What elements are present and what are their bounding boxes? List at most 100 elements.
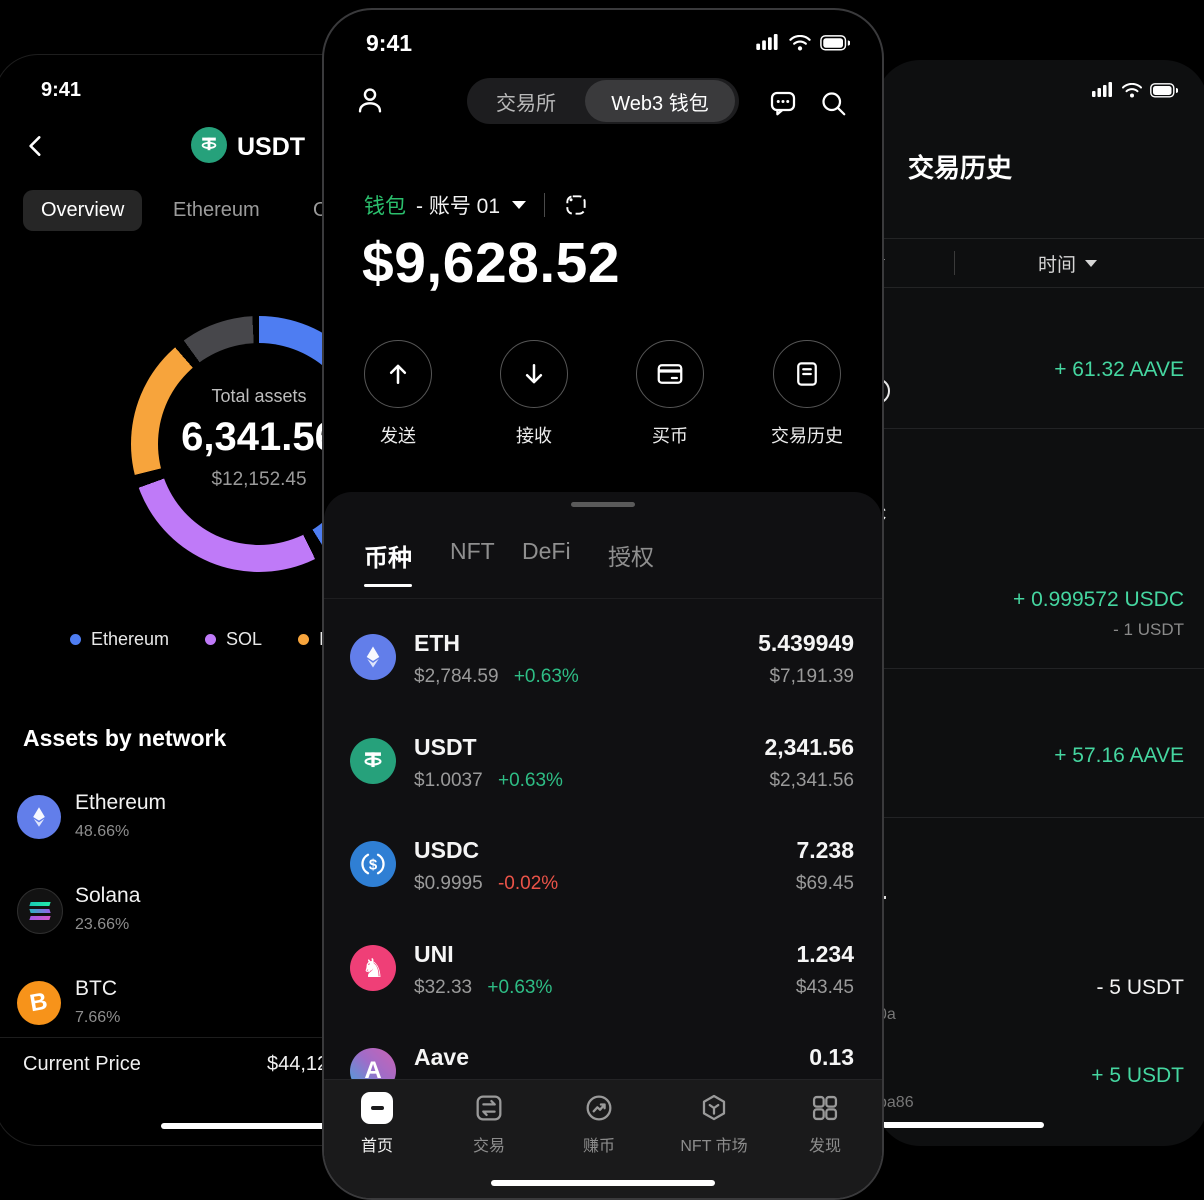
tab-approvals[interactable]: 授权 xyxy=(608,544,654,570)
action-label: 发送 xyxy=(380,426,416,446)
status-time: 9:41 xyxy=(366,30,413,56)
wifi-icon xyxy=(789,34,811,50)
tab-web3-wallet[interactable]: Web3 钱包 xyxy=(585,80,735,122)
tab-tokens[interactable]: 币种 xyxy=(364,545,412,572)
page-title: 交易历史 xyxy=(908,153,1013,183)
status-icons xyxy=(756,34,850,51)
nav-label: 发现 xyxy=(808,1138,841,1155)
divider xyxy=(876,428,1204,429)
token-value: $7,191.39 xyxy=(769,666,854,687)
action-label: 接收 xyxy=(516,426,552,446)
tx-hash-fragment: ba86 xyxy=(878,1094,914,1111)
filter-time-label: 时间 xyxy=(1038,255,1077,276)
receive-button[interactable]: 接收 xyxy=(479,340,589,448)
token-amount: 2,341.56 xyxy=(764,734,854,760)
token-row-usdc[interactable]: $ USDC $0.9995 -0.02% 7.238 $69.45 xyxy=(324,827,882,923)
buy-crypto-button[interactable]: 买币 xyxy=(615,340,725,448)
tx-amount: - 5 USDT xyxy=(1096,976,1184,999)
profile-button[interactable] xyxy=(354,84,386,116)
legend-item: Ethereum xyxy=(70,629,169,650)
current-price-label: Current Price xyxy=(23,1053,141,1075)
status-time: 9:41 xyxy=(41,79,82,101)
legend-dot-sol xyxy=(205,634,217,645)
network-percent: 23.66% xyxy=(75,916,130,933)
divider xyxy=(544,193,546,217)
network-percent: 7.66% xyxy=(75,1009,121,1026)
nav-label: NFT 市场 xyxy=(680,1138,748,1155)
donut-legend: Ethereum SOL BTC xyxy=(70,629,355,650)
home-indicator[interactable] xyxy=(491,1180,715,1186)
battery-icon xyxy=(1150,82,1178,98)
token-price: $2,784.59 xyxy=(414,666,499,687)
arrow-up-icon xyxy=(389,364,407,384)
network-percent: 48.66% xyxy=(75,823,130,840)
history-button[interactable]: 交易历史 xyxy=(752,340,862,448)
account-name: - 账号 01 xyxy=(416,195,501,218)
filter-divider xyxy=(954,251,955,275)
token-amount: 1.234 xyxy=(796,941,854,967)
token-value: $43.45 xyxy=(795,977,854,998)
chevron-down-icon xyxy=(1085,260,1098,267)
token-amount: 5.439949 xyxy=(758,630,854,656)
network-row-ethereum[interactable]: Ethereum 48.66% xyxy=(0,785,381,875)
nav-trade[interactable]: 交易 xyxy=(444,1092,534,1156)
chevron-down-icon xyxy=(512,201,527,209)
nav-discover[interactable]: 发现 xyxy=(780,1092,870,1156)
token-price: $0.9995 xyxy=(414,873,483,894)
legend-dot-ethereum xyxy=(70,634,81,645)
tx-amount: + 61.32 AAVE xyxy=(1054,358,1184,381)
donut-center-subvalue: $12,152.45 xyxy=(211,469,307,490)
trade-icon xyxy=(476,1095,502,1121)
transaction-history-screen: 交易历史 时间 + 61.32 AAVE C + 0.999572 USDC -… xyxy=(876,60,1204,1146)
tab-exchange[interactable]: 交易所 xyxy=(496,92,556,115)
legend-item: SOL xyxy=(205,629,262,650)
battery-icon xyxy=(820,34,850,50)
filter-time-dropdown[interactable]: 时间 xyxy=(1038,250,1098,277)
wallet-home-screen: 9:41 交易所 Web3 钱包 xyxy=(322,8,884,1200)
tab-defi[interactable]: DeFi xyxy=(522,538,571,564)
scan-icon[interactable] xyxy=(563,192,589,218)
divider xyxy=(876,817,1204,818)
chat-button[interactable] xyxy=(768,88,798,118)
tab-ethereum[interactable]: Ethereum xyxy=(173,199,260,221)
card-icon xyxy=(657,364,683,384)
search-button[interactable] xyxy=(818,88,848,118)
account-selector[interactable]: 钱包 - 账号 01 xyxy=(364,190,589,220)
person-icon xyxy=(358,88,382,113)
nav-label: 赚币 xyxy=(582,1138,615,1155)
btc-network-icon: B xyxy=(17,981,61,1025)
tab-overview[interactable]: Overview xyxy=(23,190,143,231)
token-change: +0.63% xyxy=(497,770,563,791)
wifi-icon xyxy=(1122,82,1142,97)
network-name: Solana xyxy=(75,884,141,907)
donut-center-value: 6,341.56 xyxy=(181,415,337,459)
drag-handle[interactable] xyxy=(571,502,635,507)
token-value: $2,341.56 xyxy=(769,770,854,791)
chat-icon xyxy=(770,91,796,116)
send-button[interactable]: 发送 xyxy=(343,340,453,448)
segmented-control: 交易所 Web3 钱包 xyxy=(467,78,739,124)
nav-home[interactable]: 首页 xyxy=(332,1092,422,1156)
divider xyxy=(0,1037,381,1038)
network-name: BTC xyxy=(75,977,117,1000)
bottom-nav: 首页 交易 赚币 NFT 市场 xyxy=(324,1079,882,1198)
token-row-usdt[interactable]: USDT $1.0037 +0.63% 2,341.56 $2,341.56 xyxy=(324,724,882,820)
usdt-detail-screen: 9:41 USDT Overview Ethereum O Total asse… xyxy=(0,54,382,1146)
section-title: Assets by network xyxy=(23,725,227,751)
tether-glyph-icon xyxy=(201,137,217,151)
nav-nft-market[interactable]: NFT 市场 xyxy=(664,1092,764,1156)
tx-sub-amount: - 1 USDT xyxy=(1113,620,1184,639)
divider xyxy=(324,598,882,599)
usdt-token-icon xyxy=(350,738,396,784)
tx-amount: + 0.999572 USDC xyxy=(1012,588,1184,611)
home-indicator xyxy=(876,1122,1044,1128)
token-price: $32.33 xyxy=(414,977,473,998)
back-button[interactable] xyxy=(23,133,49,159)
search-icon xyxy=(822,92,846,116)
nav-earn[interactable]: 赚币 xyxy=(554,1092,644,1156)
network-row-solana[interactable]: Solana 23.66% xyxy=(0,878,381,968)
token-row-uni[interactable]: ♞ UNI $32.33 +0.63% 1.234 $43.45 xyxy=(324,931,882,1027)
token-row-eth[interactable]: ETH $2,784.59 +0.63% 5.439949 $7,191.39 xyxy=(324,620,882,716)
tab-nft[interactable]: NFT xyxy=(450,538,495,564)
network-row-btc[interactable]: B BTC 7.66% xyxy=(0,971,381,1061)
